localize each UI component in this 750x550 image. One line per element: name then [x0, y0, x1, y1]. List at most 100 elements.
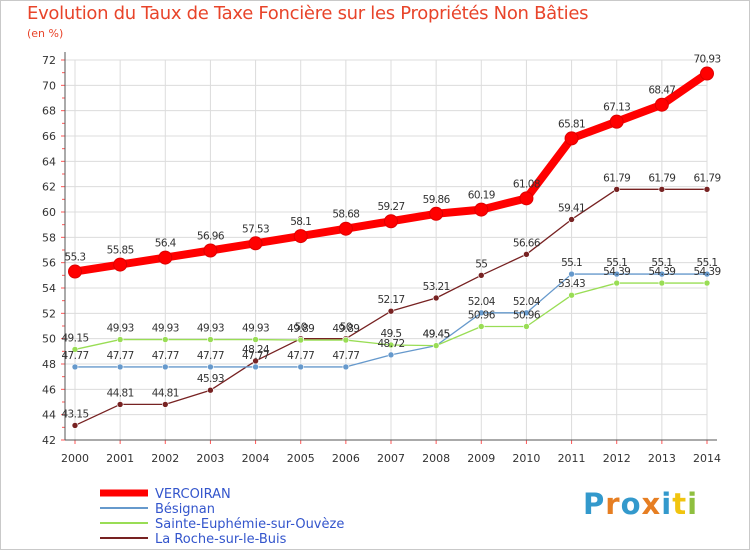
data-label: 59.27	[377, 201, 404, 213]
series-sainte-euph-mie-sur-ouv-ze	[71, 279, 711, 353]
data-label: 49.45	[423, 329, 450, 341]
data-point	[342, 336, 350, 344]
data-label: 61.08	[513, 178, 540, 190]
data-point	[703, 279, 711, 287]
data-point	[203, 243, 218, 258]
data-label: 44.81	[152, 387, 179, 399]
data-label: 55.85	[107, 245, 134, 257]
data-label: 47.77	[152, 350, 179, 362]
x-tick-label: 2014	[693, 452, 721, 465]
data-point	[523, 251, 530, 258]
data-label: 56.66	[513, 237, 541, 249]
data-label: 47.77	[197, 350, 224, 362]
data-point	[71, 346, 79, 353]
data-label: 47.77	[287, 350, 314, 362]
data-label: 61.79	[693, 172, 720, 184]
y-tick-label: 54	[42, 282, 56, 295]
data-point	[658, 279, 666, 287]
data-point	[568, 216, 575, 223]
data-label: 56.4	[155, 238, 177, 250]
data-label: 49.93	[107, 323, 134, 335]
data-label: 43.15	[61, 408, 88, 420]
x-tick-label: 2006	[332, 452, 360, 465]
data-point	[703, 270, 711, 278]
data-label: 45.93	[197, 373, 224, 385]
y-tick-label: 66	[42, 130, 56, 143]
data-label: 44.81	[107, 387, 134, 399]
data-point	[523, 323, 530, 330]
data-label: 67.13	[603, 102, 630, 114]
logo-letter: i	[687, 487, 699, 521]
data-point	[654, 97, 669, 112]
series-vercoiran	[68, 66, 714, 279]
chart-subtitle: (en %)	[27, 27, 64, 40]
data-point	[116, 336, 124, 343]
data-point	[387, 307, 395, 315]
data-point	[116, 401, 124, 408]
data-point	[387, 341, 395, 349]
x-tick-label: 2001	[106, 452, 134, 465]
y-tick-label: 44	[42, 409, 56, 422]
data-point	[252, 363, 259, 371]
data-label: 50	[340, 322, 352, 334]
legend-label: La Roche-sur-le-Buis	[155, 532, 287, 547]
data-label: 49.93	[197, 323, 224, 335]
x-tick-label: 2010	[512, 452, 540, 465]
data-label: 59.86	[423, 194, 451, 206]
data-point	[432, 342, 440, 349]
logo-letter: i	[661, 487, 673, 521]
y-tick-label: 60	[42, 206, 56, 219]
data-label: 58.68	[332, 209, 359, 221]
data-point	[297, 336, 305, 344]
data-label: 49.93	[242, 323, 269, 335]
data-point	[387, 351, 395, 359]
x-tick-label: 2007	[377, 452, 405, 465]
data-label: 49.93	[152, 323, 179, 335]
data-point	[613, 279, 621, 287]
data-label: 49.15	[61, 332, 88, 344]
data-point	[429, 206, 444, 221]
data-label: 50	[295, 322, 307, 334]
data-point	[158, 250, 173, 265]
data-point	[474, 202, 489, 217]
data-point	[113, 257, 128, 272]
data-point	[477, 309, 485, 317]
data-label: 48.24	[242, 344, 270, 356]
logo-letter: o	[620, 487, 642, 521]
data-point	[700, 66, 714, 81]
data-point	[564, 131, 579, 146]
data-label: 55.1	[561, 257, 582, 269]
data-label: 55.1	[697, 257, 718, 269]
data-label: 49.5	[381, 328, 402, 340]
data-point	[161, 336, 169, 343]
data-point	[297, 363, 305, 371]
data-label: 54.39	[648, 266, 675, 278]
data-label: 53.43	[558, 278, 585, 290]
data-point	[703, 186, 711, 193]
x-tick-label: 2000	[61, 452, 89, 465]
plot-area	[65, 60, 707, 440]
data-label: 65.81	[558, 118, 585, 130]
legend-label: Sainte-Euphémie-sur-Ouvèze	[155, 517, 344, 532]
data-label: 50.96	[513, 310, 541, 322]
data-point	[207, 363, 214, 371]
y-tick-label: 62	[42, 181, 56, 194]
x-tick-label: 2013	[648, 452, 676, 465]
x-tick-label: 2003	[196, 452, 224, 465]
data-label: 52.04	[468, 296, 496, 308]
data-point	[71, 363, 79, 371]
y-tick-label: 56	[42, 257, 56, 270]
y-tick-label: 46	[42, 383, 56, 396]
y-tick-label: 70	[42, 79, 56, 92]
data-point	[613, 270, 621, 278]
x-tick-label: 2005	[287, 452, 315, 465]
data-point	[477, 272, 485, 279]
data-point	[161, 363, 169, 371]
data-label: 50.96	[468, 310, 496, 322]
data-point	[568, 270, 575, 278]
data-point	[477, 323, 485, 330]
data-label: 60.19	[468, 190, 495, 202]
y-tick-label: 52	[42, 307, 56, 320]
x-tick-label: 2004	[242, 452, 270, 465]
data-label: 47.77	[107, 350, 134, 362]
